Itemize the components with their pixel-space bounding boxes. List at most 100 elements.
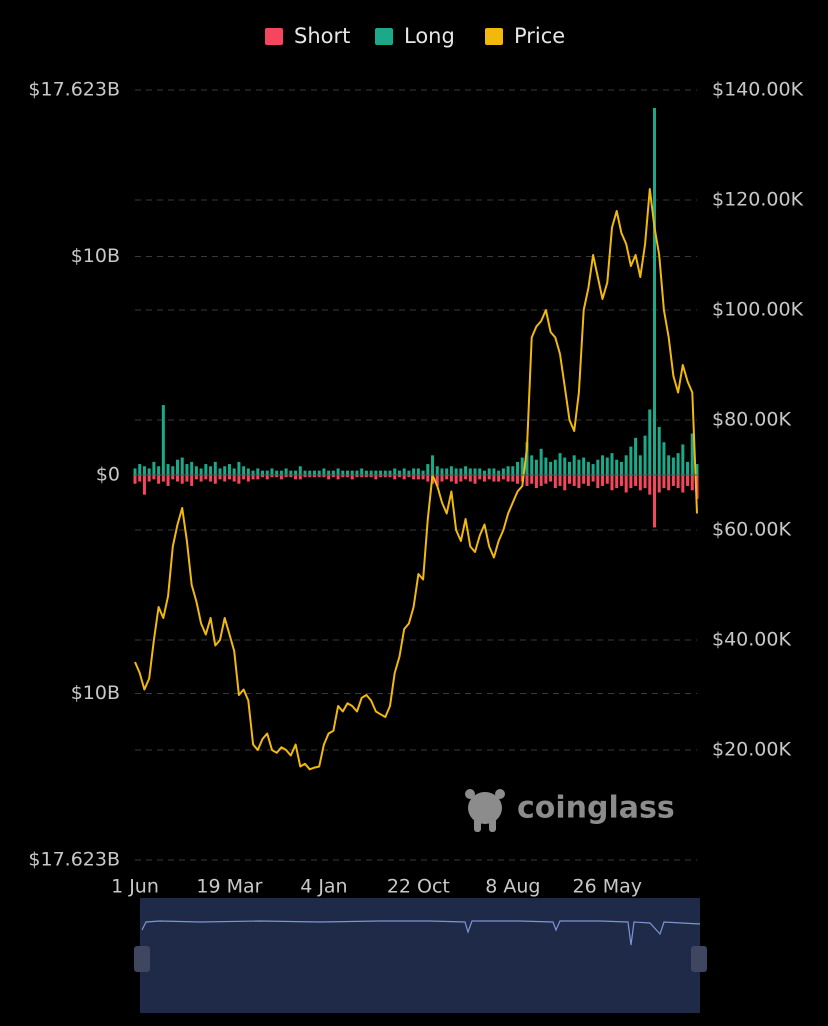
x-tick-label: 1 Jun xyxy=(111,876,159,898)
bar xyxy=(629,446,633,475)
navigator-handle[interactable] xyxy=(691,946,707,972)
y2-tick-label: $140.00K xyxy=(712,79,804,101)
bar xyxy=(279,475,283,480)
bar xyxy=(209,475,213,482)
bar xyxy=(539,448,543,475)
legend-label: Price xyxy=(514,24,565,48)
bar xyxy=(615,459,619,475)
bar xyxy=(468,475,472,482)
bar xyxy=(657,475,661,493)
bar xyxy=(223,466,227,475)
grid xyxy=(135,89,697,861)
bar xyxy=(572,475,576,486)
bar xyxy=(534,475,538,489)
bar xyxy=(364,475,368,478)
bar xyxy=(473,468,477,475)
bar xyxy=(308,475,312,478)
bar xyxy=(383,470,387,475)
bar xyxy=(605,475,609,484)
bar xyxy=(586,475,590,486)
bar xyxy=(459,468,463,475)
navigator-handle[interactable] xyxy=(134,946,150,972)
y-tick-label: $10B xyxy=(71,245,120,267)
bar xyxy=(629,475,633,489)
bar xyxy=(497,475,501,482)
x-tick-label: 26 May xyxy=(573,876,643,898)
bar xyxy=(209,466,213,475)
bar xyxy=(582,475,586,484)
y-tick-label: $17.623B xyxy=(28,79,120,101)
bar xyxy=(171,466,175,475)
bar xyxy=(374,475,378,480)
y2-tick-label: $120.00K xyxy=(712,189,804,211)
bar xyxy=(364,470,368,475)
bar xyxy=(194,475,198,480)
legend: Short Long Price xyxy=(265,24,565,48)
bar xyxy=(501,475,505,480)
bar xyxy=(449,466,453,475)
bar xyxy=(652,107,656,476)
bar xyxy=(383,475,387,478)
bar xyxy=(416,468,420,475)
bar xyxy=(445,475,449,480)
bar xyxy=(667,475,671,491)
bar xyxy=(246,475,250,482)
bar xyxy=(312,475,316,478)
bar xyxy=(218,475,222,480)
bar xyxy=(601,455,605,475)
bar xyxy=(615,475,619,489)
bar xyxy=(176,459,180,475)
bar xyxy=(563,457,567,475)
bar xyxy=(572,455,576,475)
x-tick-label: 8 Aug xyxy=(485,876,540,898)
bar xyxy=(256,468,260,475)
bar xyxy=(289,475,293,478)
bar xyxy=(317,475,321,478)
bar xyxy=(397,475,401,478)
bar xyxy=(261,475,265,478)
bar xyxy=(487,475,491,480)
bar xyxy=(147,468,151,475)
bar xyxy=(440,475,444,482)
bar xyxy=(138,475,142,482)
bar xyxy=(610,475,614,491)
bar xyxy=(336,475,340,480)
bar xyxy=(530,455,534,475)
bar xyxy=(487,468,491,475)
bar xyxy=(482,475,486,482)
bar xyxy=(161,405,165,475)
bar xyxy=(506,475,510,482)
bar xyxy=(265,475,269,480)
bar xyxy=(567,461,571,475)
bar xyxy=(681,444,685,475)
legend-swatch xyxy=(265,28,283,45)
bar xyxy=(360,475,364,478)
bar xyxy=(327,470,331,475)
bar xyxy=(180,457,184,475)
bar xyxy=(525,442,529,475)
bar xyxy=(506,466,510,475)
bar xyxy=(563,475,567,491)
bar xyxy=(204,475,208,480)
bar xyxy=(152,461,156,475)
bar xyxy=(251,475,255,480)
bar xyxy=(237,475,241,484)
plot xyxy=(133,107,699,771)
bar xyxy=(454,475,458,484)
bar xyxy=(232,468,236,475)
bar xyxy=(199,468,203,475)
bar xyxy=(553,459,557,475)
bar xyxy=(142,466,146,475)
bar xyxy=(157,475,161,484)
bar xyxy=(199,475,203,482)
bar xyxy=(638,475,642,491)
bar xyxy=(185,475,189,482)
bar xyxy=(596,459,600,475)
bar xyxy=(289,470,293,475)
bar xyxy=(256,475,260,480)
bar xyxy=(213,461,217,475)
bar xyxy=(369,475,373,478)
bar xyxy=(133,468,137,475)
